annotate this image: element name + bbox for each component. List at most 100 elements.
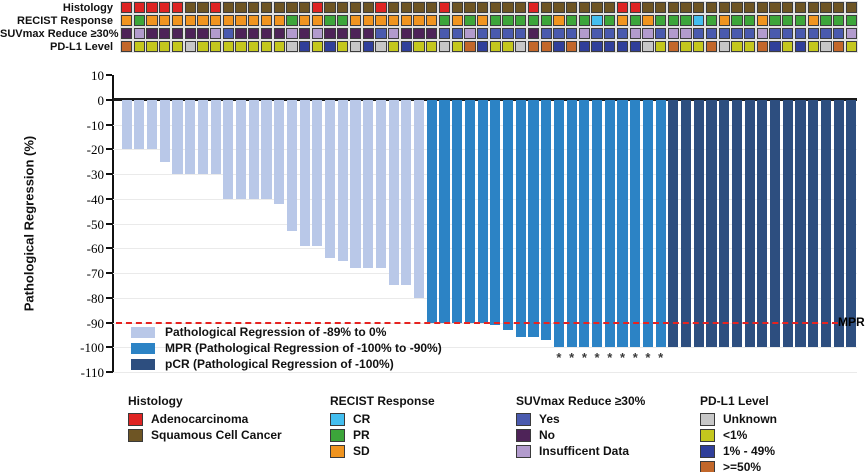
legend-group-title: SUVmax Reduce ≥30%: [516, 394, 646, 408]
annotation-cell: [667, 41, 679, 52]
annotation-cell: [337, 2, 349, 13]
annotation-cell: [731, 41, 743, 52]
annotation-cell: [820, 41, 832, 52]
legend-item: No: [516, 427, 645, 443]
annotation-cell: [324, 41, 336, 52]
waterfall-bar: [502, 99, 514, 330]
annotation-cell: [527, 41, 540, 52]
annotation-cell: [629, 2, 641, 13]
annotation-cell: [146, 15, 158, 26]
annotation-cell: [159, 28, 171, 39]
legend-swatch: [700, 412, 715, 426]
annotation-cell: [629, 15, 641, 26]
annotation-cell: [731, 28, 743, 39]
annotation-cell: [845, 15, 857, 26]
annotation-cell: [286, 15, 298, 26]
waterfall-bar: [833, 99, 844, 348]
annotation-cell: [616, 15, 629, 26]
bar-cell: [159, 75, 170, 372]
annotation-cell: [540, 28, 552, 39]
annotation-cell: [489, 41, 501, 52]
annotation-cell: [820, 2, 832, 13]
waterfall-bar: [655, 99, 666, 348]
bar-cell: [464, 75, 476, 372]
annotation-cell: [400, 28, 412, 39]
legend-group-title: PD-L1 Level: [700, 394, 769, 408]
annotation-cell: [845, 28, 857, 39]
annotation-cell: [121, 2, 133, 13]
waterfall-bar: [426, 99, 437, 323]
legend-swatch: [128, 428, 143, 442]
annotation-cell: [591, 41, 603, 52]
annotation-cell: [604, 15, 616, 26]
y-tick-label: -90: [86, 315, 104, 331]
legend-item: SD: [330, 443, 435, 459]
recist-track: [121, 15, 857, 26]
annotation-cell: [566, 15, 578, 26]
y-tick-label: -30: [86, 167, 104, 182]
annotation-cell: [591, 2, 603, 13]
annotation-cell: [464, 15, 476, 26]
bar-cell: [744, 75, 755, 372]
y-tick-label: -60: [86, 241, 104, 257]
annotation-cell: [578, 2, 590, 13]
annotation-cell: [210, 41, 222, 52]
legend-item-label: Adenocarcinoma: [151, 412, 249, 426]
waterfall-bar: [477, 99, 488, 323]
annotation-cell: [769, 2, 781, 13]
legend-swatch: [330, 444, 345, 458]
annotation-cell: [260, 2, 273, 13]
annotation-cell: [362, 15, 374, 26]
bar-cell: [795, 75, 806, 372]
waterfall-bar: [210, 99, 221, 174]
legend-group-suvmax: SUVmax Reduce ≥30% Yes No Insufficent Data: [516, 394, 645, 459]
annotation-cell: [337, 28, 349, 39]
annotation-cell: [426, 15, 438, 26]
annotation-cell: [604, 28, 616, 39]
annotation-cell: [375, 41, 387, 52]
waterfall-bar: [159, 99, 170, 162]
annotation-cell: [286, 28, 298, 39]
annotation-cell: [159, 2, 171, 13]
bar-cell: [782, 75, 793, 372]
annotation-cell: [451, 2, 463, 13]
bar-cell: [324, 75, 336, 372]
legend-group-title: Histology: [128, 394, 183, 408]
waterfall-bar: [261, 99, 272, 199]
annotation-cell: [260, 28, 273, 39]
mpr-threshold-line: [116, 321, 838, 324]
annotation-cell: [489, 15, 501, 26]
waterfall-bar: [731, 99, 743, 348]
annotation-cell: [464, 28, 476, 39]
legend-item-label: Unknown: [723, 412, 777, 426]
annotation-cell: [693, 15, 705, 26]
annotation-cell: [159, 15, 171, 26]
waterfall-bar: [223, 99, 234, 199]
waterfall-bar: [795, 99, 806, 348]
annotation-cell: [388, 15, 400, 26]
bar-cell: [375, 75, 387, 372]
bar-cell: *: [630, 75, 641, 372]
annotation-cell: [438, 15, 451, 26]
annotation-cell: [705, 2, 718, 13]
annotation-cell: [311, 2, 323, 13]
legend-label-mpr: MPR (Pathological Regression of -100% to…: [165, 341, 442, 355]
annotation-cell: [222, 41, 234, 52]
waterfall-bar: [528, 99, 539, 338]
annotation-cell: [833, 28, 845, 39]
annotation-cell: [299, 28, 311, 39]
suvmax-track: [121, 28, 857, 39]
annotation-cell: [235, 2, 247, 13]
annotation-cell: [133, 15, 145, 26]
annotation-cell: [591, 28, 603, 39]
track-row-pdl1: PD-L1 Level: [0, 41, 857, 54]
annotation-cell: [477, 2, 489, 13]
bar-cell: [833, 75, 844, 372]
legend-swatch: [516, 412, 531, 426]
bar-cell: [413, 75, 425, 372]
annotation-cell: [616, 2, 629, 13]
waterfall-bar: [299, 99, 310, 246]
annotation-cell: [184, 28, 196, 39]
legend-swatch: [700, 444, 715, 458]
bar-cell: [452, 75, 463, 372]
